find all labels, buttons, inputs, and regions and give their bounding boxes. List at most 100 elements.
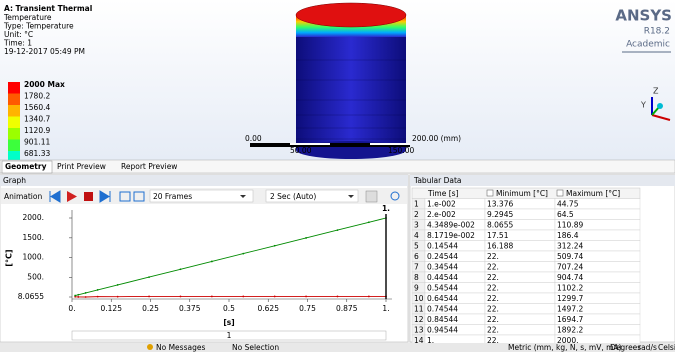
cell-value: 1694.7 [557, 315, 583, 324]
legend-swatch [8, 117, 20, 129]
status-messages[interactable]: No Messages [156, 343, 205, 352]
row-number: 10 [414, 294, 424, 303]
y-axis-label: [°C] [5, 249, 14, 266]
row-number: 6 [414, 252, 419, 261]
row-number: 9 [414, 283, 419, 292]
cell-value: 0.74544 [427, 304, 458, 313]
row-number: 7 [414, 262, 419, 271]
export-button[interactable] [366, 191, 377, 202]
logo: ANSYS [615, 7, 672, 25]
legend-swatch [8, 82, 20, 94]
x-tick-label: 0.5 [223, 304, 235, 313]
speed[interactable]: 2 Sec (Auto) [270, 192, 316, 201]
maximum-point [180, 268, 182, 270]
maximum-point [85, 292, 87, 294]
frames[interactable]: 20 Frames [153, 192, 192, 201]
minimum-point [242, 296, 244, 298]
tab[interactable]: Print Preview [57, 162, 106, 171]
maximum-point [274, 245, 276, 247]
maximum-point [77, 294, 79, 296]
cell-value: 22. [487, 283, 499, 292]
minimum-point [117, 296, 119, 298]
cell-value: 0.24544 [427, 252, 458, 261]
column-checkbox[interactable] [557, 190, 563, 196]
cylinder-top [296, 3, 406, 27]
minimum-point [148, 296, 150, 298]
cell-value: 509.74 [557, 252, 583, 261]
cell-value: 1299.7 [557, 294, 583, 303]
cell-value: 0.34544 [427, 262, 458, 271]
cell-value: 110.89 [557, 220, 583, 229]
cell-value: 22. [487, 252, 499, 261]
minimum-point [85, 296, 87, 298]
maximum-point [337, 229, 339, 231]
tab[interactable]: Geometry [5, 162, 47, 171]
maximum-point [74, 295, 76, 297]
cell-value: 186.4 [557, 231, 579, 240]
legend-swatch [8, 94, 20, 106]
legend-label: 1340.7 [24, 115, 50, 124]
cell-value: 16.188 [487, 241, 513, 250]
y-tick-label: 2000. [23, 213, 44, 222]
cell-value: 9.2945 [487, 210, 513, 219]
cell-value: 312.24 [557, 241, 583, 250]
row-number: 13 [414, 325, 424, 334]
tab[interactable]: Report Preview [121, 162, 177, 171]
row-number: 8 [414, 273, 419, 282]
x-tick-label: 1. [382, 304, 389, 313]
maximum-point [211, 261, 213, 263]
cell-value: 2.e-002 [427, 210, 456, 219]
legend-label: 901.11 [24, 138, 50, 147]
cell-value: 1892.2 [557, 325, 583, 334]
minimum-point [211, 296, 213, 298]
column-header: Maximum [°C] [566, 189, 620, 198]
cell-value: 1102.2 [557, 283, 583, 292]
scale-end: 200.00 (mm) [412, 134, 461, 143]
result-title: A: Transient Thermal [4, 4, 92, 13]
cell-value: 22. [487, 315, 499, 324]
legend-swatch [8, 128, 20, 140]
status-selection: No Selection [232, 343, 279, 352]
triad-z: Z [653, 87, 659, 96]
minimum-point [97, 296, 99, 298]
status-temperature[interactable]: Celsius [658, 343, 675, 352]
x-tick-label: 0.375 [179, 304, 201, 313]
row-number: 4 [414, 231, 419, 240]
maximum-point [148, 276, 150, 278]
minimum-point [305, 296, 307, 298]
x-tick-label: 0.625 [258, 304, 280, 313]
maximum-point [97, 289, 99, 291]
status-rate[interactable]: rad/s [638, 343, 657, 352]
y-tick-label: 8.0655 [18, 292, 44, 301]
cell-value: 1.e-002 [427, 199, 456, 208]
legend-label: 1120.9 [24, 126, 50, 135]
cell-value: 1497.2 [557, 304, 583, 313]
status-units[interactable]: Metric (mm, kg, N, s, mV, mA) [508, 343, 622, 352]
screen: A: Transient Thermal TemperatureType: Te… [0, 0, 675, 352]
cell-value: 904.74 [557, 273, 583, 282]
page: { "viewport": { "title": "A: Transient T… [0, 0, 675, 352]
cell-value: 22. [487, 294, 499, 303]
cell-value: 22. [487, 262, 499, 271]
cell-value: 44.75 [557, 199, 579, 208]
y-tick-label: 1500. [23, 233, 44, 242]
graph-header [0, 175, 408, 186]
minimum-point [77, 296, 79, 298]
legend-label: 1780.2 [24, 92, 50, 101]
column-checkbox[interactable] [487, 190, 493, 196]
cell-value: 8.0655 [487, 220, 513, 229]
minimum-point [368, 296, 370, 298]
maximum-point [117, 284, 119, 286]
minimum-point [274, 296, 276, 298]
x-tick-label: 0. [68, 304, 75, 313]
slider-label: 1 [227, 331, 232, 340]
cell-value: 64.5 [557, 210, 574, 219]
row-number: 12 [414, 315, 424, 324]
status-angle[interactable]: Degrees [610, 343, 641, 352]
row-number: 2 [414, 210, 419, 219]
cell-value: 0.14544 [427, 241, 458, 250]
cell-value: 0.84544 [427, 315, 458, 324]
x-axis-label: [s] [223, 318, 234, 327]
x-tick-label: 0.75 [299, 304, 316, 313]
cell-value: 22. [487, 304, 499, 313]
